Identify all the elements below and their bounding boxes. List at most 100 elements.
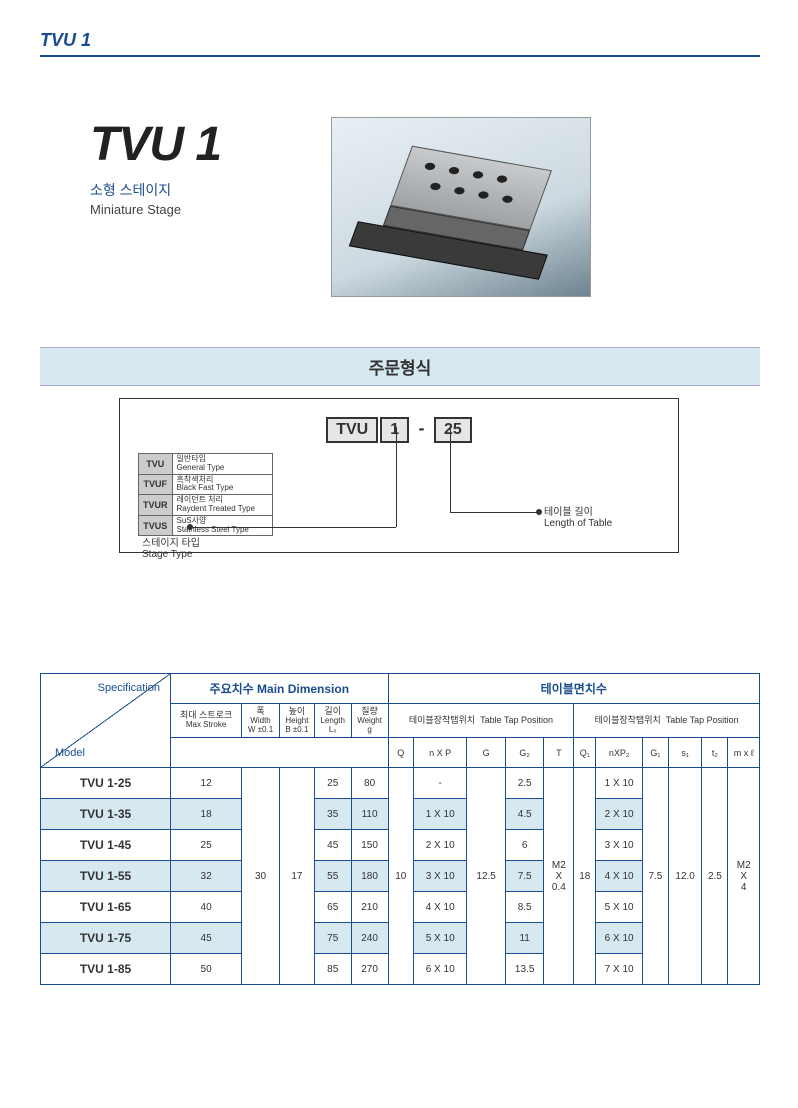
spec-cell: 13.5: [505, 954, 544, 985]
spec-row: TVU 1-25123017258010-12.52.5M2 X 0.4181 …: [41, 768, 760, 799]
type-code: TVUR: [139, 495, 173, 516]
sym-s1: s₁: [668, 738, 702, 768]
spec-cell: 210: [351, 892, 388, 923]
title-text: TVU 1 소형 스테이지 Miniature Stage: [90, 117, 221, 217]
spec-table: Specification Model 주요치수 Main Dimension …: [40, 673, 760, 985]
spec-cell: 6 X 10: [596, 923, 643, 954]
type-desc: 일반타입General Type: [172, 454, 272, 475]
spec-cell: 6 X 10: [413, 954, 466, 985]
spec-cell: 180: [351, 861, 388, 892]
order-code-box: TVU1 - 25 TVU일반타입General TypeTVUF흑착색처리Bl…: [119, 398, 679, 553]
col-length: 길이LengthL₀: [314, 704, 351, 738]
spec-cell: 25: [171, 830, 242, 861]
sym-nXP2: nXP₂: [596, 738, 643, 768]
order-format-section: 주문형식 TVU1 - 25 TVU일반타입General TypeTVUF흑착…: [0, 347, 798, 553]
spec-cell: 12.0: [668, 768, 702, 985]
spec-cell: 7 X 10: [596, 954, 643, 985]
spec-cell: 4 X 10: [596, 861, 643, 892]
spec-cell: 18: [574, 768, 596, 985]
spec-cell: 7.5: [505, 861, 544, 892]
sym-Q: Q: [388, 738, 413, 768]
hdr-table-dimension: 테이블면치수: [388, 674, 759, 704]
spec-cell: -: [413, 768, 466, 799]
type-row: TVUR레이던트 처리Raydent Treated Type: [139, 495, 273, 516]
code-seg-tvu: TVU: [326, 417, 378, 443]
type-code: TVUF: [139, 474, 173, 495]
spec-cell: 17: [279, 768, 314, 985]
spec-cell: 4.5: [505, 799, 544, 830]
spec-cell: TVU 1-35: [41, 799, 171, 830]
spec-cell: 12: [171, 768, 242, 799]
spec-cell: TVU 1-55: [41, 861, 171, 892]
spec-cell: 4 X 10: [413, 892, 466, 923]
spec-cell: 150: [351, 830, 388, 861]
spec-cell: 12.5: [467, 768, 506, 985]
spec-cell: 2 X 10: [596, 799, 643, 830]
col-tap1: 테이블장착탭위치 Table Tap Position: [388, 704, 574, 738]
order-code: TVU1 - 25: [138, 417, 660, 443]
type-code: TVU: [139, 454, 173, 475]
spec-cell: TVU 1-25: [41, 768, 171, 799]
page-header: TVU 1: [40, 0, 760, 57]
spec-cell: 30: [242, 768, 280, 985]
spec-cell: 55: [314, 861, 351, 892]
sym-Q1: Q₁: [574, 738, 596, 768]
spec-cell: 3 X 10: [413, 861, 466, 892]
spec-cell: 45: [314, 830, 351, 861]
sym-G1: G₁: [642, 738, 668, 768]
spec-cell: 50: [171, 954, 242, 985]
col-max-stroke: 최대 스트로크Max Stroke: [171, 704, 242, 738]
spec-cell: 240: [351, 923, 388, 954]
spec-cell: 65: [314, 892, 351, 923]
spec-cell: 18: [171, 799, 242, 830]
spec-cell: 2.5: [505, 768, 544, 799]
order-section-title: 주문형식: [40, 347, 760, 386]
spec-cell: 5 X 10: [413, 923, 466, 954]
corner-spec-label: Specification: [98, 682, 160, 694]
spec-cell: 2 X 10: [413, 830, 466, 861]
title-block: TVU 1 소형 스테이지 Miniature Stage: [90, 117, 798, 297]
type-row: TVUSSuS사양Stainless Steel Type: [139, 515, 273, 536]
spec-cell: 1 X 10: [413, 799, 466, 830]
spec-cell: 2.5: [702, 768, 728, 985]
corner-model-label: Model: [55, 747, 85, 759]
product-image: [331, 117, 591, 297]
spec-cell: 6: [505, 830, 544, 861]
code-seg-1: 1: [380, 417, 409, 443]
spec-cell: 75: [314, 923, 351, 954]
spec-cell: 25: [314, 768, 351, 799]
type-desc: 흑착색처리Black Fast Type: [172, 474, 272, 495]
spec-cell: 35: [314, 799, 351, 830]
spec-cell: 7.5: [642, 768, 668, 985]
spec-cell: 1 X 10: [596, 768, 643, 799]
col-tap2: 테이블장착탭위치 Table Tap Position: [574, 704, 760, 738]
spec-cell: M2 X 0.4: [544, 768, 574, 985]
spec-cell: 45: [171, 923, 242, 954]
sym-mxl: m x ℓ: [728, 738, 760, 768]
spec-cell: 11: [505, 923, 544, 954]
spec-cell: 5 X 10: [596, 892, 643, 923]
type-row: TVU일반타입General Type: [139, 454, 273, 475]
callout-stage-type-en: Stage Type: [142, 549, 192, 560]
spec-cell: 8.5: [505, 892, 544, 923]
stage-type-table: TVU일반타입General TypeTVUF흑착색처리Black Fast T…: [138, 453, 273, 536]
spec-cell: 32: [171, 861, 242, 892]
header-title: TVU 1: [40, 30, 91, 50]
hdr-main-dimension: 주요치수 Main Dimension: [171, 674, 389, 704]
spec-cell: TVU 1-45: [41, 830, 171, 861]
spec-table-section: Specification Model 주요치수 Main Dimension …: [0, 673, 798, 985]
sym-G: G: [467, 738, 506, 768]
spec-cell: TVU 1-65: [41, 892, 171, 923]
title-main: TVU 1: [90, 117, 221, 172]
spec-cell: TVU 1-85: [41, 954, 171, 985]
callout-table-length-kr: 테이블 길이: [544, 507, 593, 518]
spec-cell: 110: [351, 799, 388, 830]
callout-table-length-en: Length of Table: [544, 518, 612, 529]
sym-t2: t₂: [702, 738, 728, 768]
spec-cell: M2 X 4: [728, 768, 760, 985]
spec-cell: 40: [171, 892, 242, 923]
sym-T: T: [544, 738, 574, 768]
spec-cell: 10: [388, 768, 413, 985]
spec-cell: 85: [314, 954, 351, 985]
callout-stage-type-kr: 스테이지 타입: [142, 538, 200, 549]
